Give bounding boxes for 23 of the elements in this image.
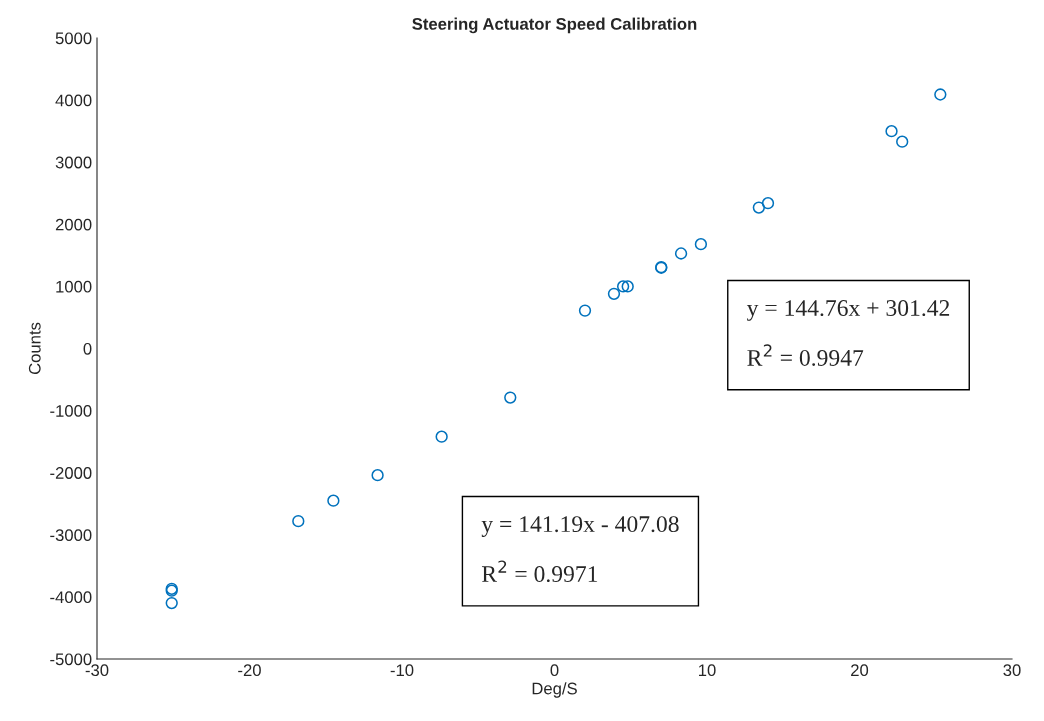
y-tick-label: 5000 xyxy=(55,32,92,45)
x-tick-label: 10 xyxy=(699,664,716,677)
y-tick-label: 3000 xyxy=(55,156,92,169)
x-tick-label: 30 xyxy=(1003,664,1021,677)
y-tick-label: -4000 xyxy=(50,591,92,604)
y-tick-label: -3000 xyxy=(50,529,92,541)
x-tick-label: -30 xyxy=(85,664,109,677)
y-tick-label: -1000 xyxy=(50,405,92,417)
x-tick-label: -20 xyxy=(238,664,261,677)
text: y = 141.19x - 407.08 R$^{2}$ = 0.9971 xyxy=(481,516,679,583)
x-tick-label: 20 xyxy=(851,664,869,677)
y-tick-label: -5000 xyxy=(50,653,92,666)
x-axis-title: Deg/S xyxy=(532,682,577,698)
chart-title: Steering Actuator Speed Calibration xyxy=(412,17,697,34)
y-tick-label: 4000 xyxy=(55,94,92,107)
y-tick-label: 0 xyxy=(83,342,92,355)
y-tick-label: -2000 xyxy=(50,467,92,479)
text: y = 144.76x + 301.42 R$^{2}$ = 0.9947 xyxy=(746,300,950,366)
y-tick-label: 2000 xyxy=(55,218,92,231)
x-tick-label: 0 xyxy=(550,664,559,677)
y-axis-title: Counts xyxy=(28,322,41,375)
y-tick-label: 1000 xyxy=(56,280,92,293)
x-tick-label: -10 xyxy=(390,664,414,677)
